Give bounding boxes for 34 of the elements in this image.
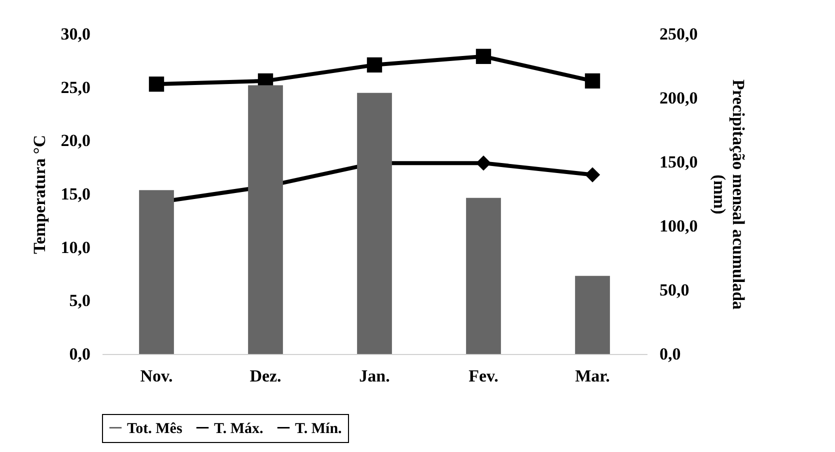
point <box>476 155 492 171</box>
point <box>584 73 600 89</box>
x-tick-label: Jan. <box>359 366 390 386</box>
point <box>584 167 600 182</box>
x-tick-label: Nov. <box>140 366 173 386</box>
point <box>476 48 492 64</box>
x-tick-label: Dez. <box>250 366 282 386</box>
x-tick-label: Mar. <box>575 366 610 386</box>
legend-label: Tot. Mês <box>127 420 182 437</box>
y-tick-label: 20,0 <box>60 131 90 150</box>
y2-tick-label: 0,0 <box>660 344 681 364</box>
bar <box>466 198 501 354</box>
y2-tick-label: 150,0 <box>660 152 698 172</box>
x-tick-label: Fev. <box>468 366 498 386</box>
y-axis-title: Temperatura °C <box>30 134 49 254</box>
bar <box>139 190 174 354</box>
y-tick-label: 5,0 <box>69 291 90 310</box>
bar <box>248 85 283 354</box>
y2-axis-title: Precipitação mensal acumulada (mm) <box>710 79 748 310</box>
legend-label: T. Máx. <box>214 420 264 437</box>
y2-tick-label: 100,0 <box>660 216 698 236</box>
y2-tick-label: 50,0 <box>660 280 690 300</box>
point <box>366 57 382 73</box>
y2-tick-label: 200,0 <box>660 88 698 108</box>
bar <box>357 92 392 354</box>
point <box>148 76 164 92</box>
y-tick-label: 0,0 <box>69 344 90 364</box>
y-tick-label: 10,0 <box>60 238 90 257</box>
y-tick-label: 25,0 <box>60 78 90 97</box>
y2-tick-label: 250,0 <box>660 24 698 44</box>
bar <box>575 276 610 354</box>
y-tick-label: 15,0 <box>60 184 90 204</box>
y-tick-label: 30,0 <box>60 24 90 44</box>
legend-label: T. Mín. <box>295 420 342 437</box>
